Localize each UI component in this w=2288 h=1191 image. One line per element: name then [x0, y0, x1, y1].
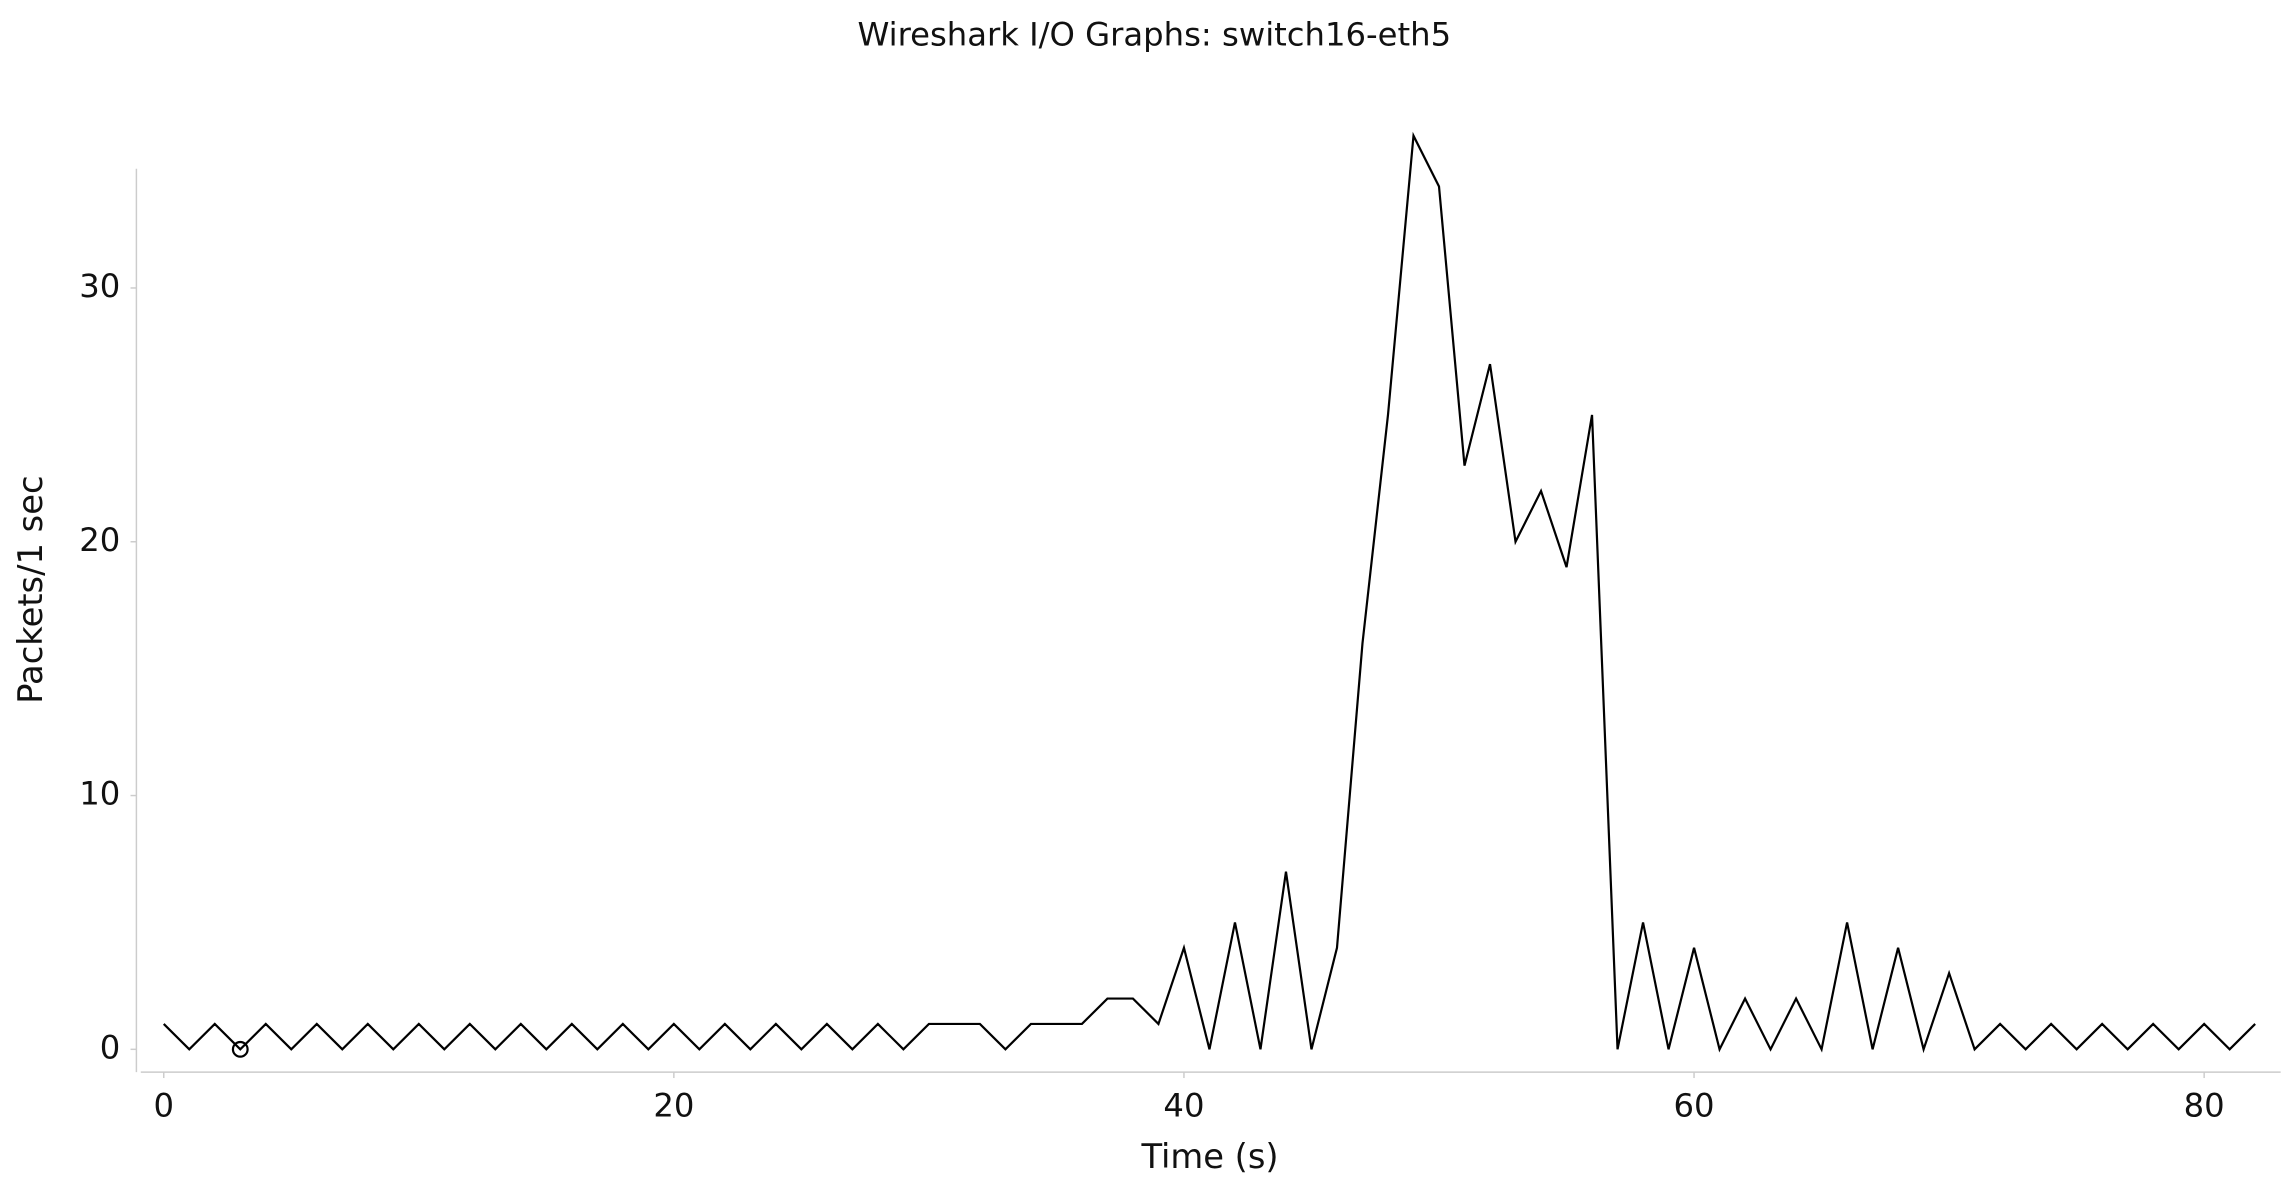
chart-title: Wireshark I/O Graphs: switch16-eth5 — [857, 16, 1451, 54]
y-tick-label: 10 — [79, 775, 120, 813]
y-axis-label: Packets/1 sec — [11, 476, 50, 704]
x-tick-label: 40 — [1163, 1086, 1204, 1124]
x-tick-label: 20 — [653, 1086, 694, 1124]
y-tick-label: 30 — [79, 267, 120, 305]
x-axis-label: Time (s) — [1140, 1137, 1278, 1176]
x-tick-label: 80 — [2184, 1086, 2225, 1124]
x-tick-label: 0 — [153, 1086, 174, 1124]
data-line — [162, 131, 2256, 1054]
y-tick-label: 0 — [100, 1028, 121, 1066]
y-tick-label: 20 — [79, 521, 120, 559]
point-marker — [231, 1040, 249, 1058]
x-tick-label: 60 — [1674, 1086, 1715, 1124]
